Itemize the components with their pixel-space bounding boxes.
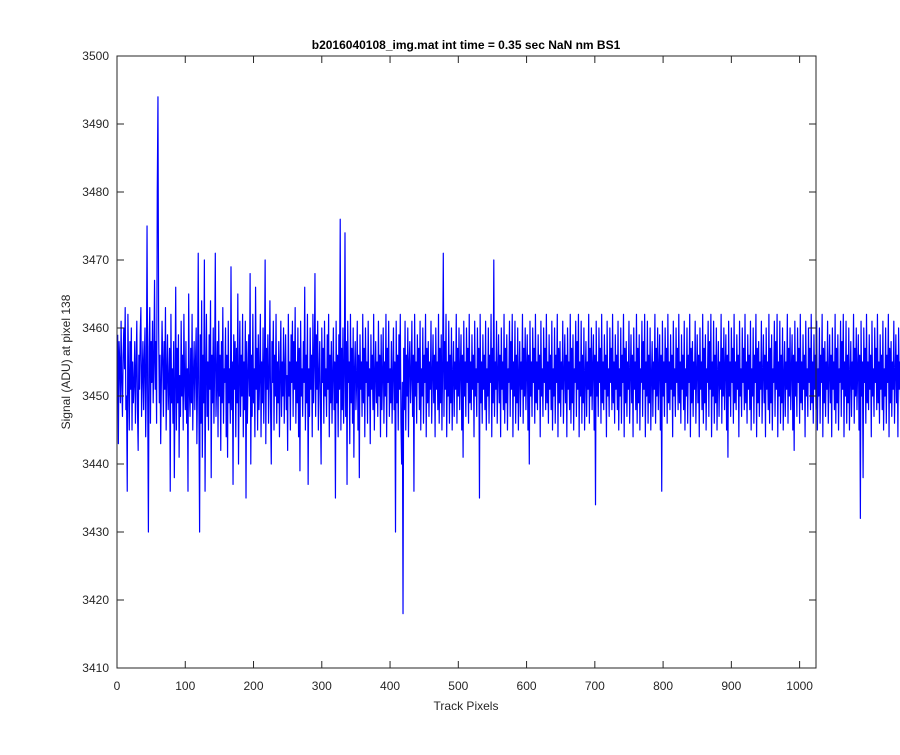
series-line-1 — [117, 96, 900, 615]
chart-title: b2016040108_img.mat int time = 0.35 sec … — [312, 38, 621, 52]
x-tick-label: 300 — [312, 679, 332, 693]
y-tick-label: 3410 — [82, 661, 109, 675]
x-tick-label: 500 — [448, 679, 468, 693]
x-tick-label: 400 — [380, 679, 400, 693]
y-tick-label: 3420 — [82, 593, 109, 607]
y-tick-label: 3500 — [82, 49, 109, 63]
y-tick-label: 3480 — [82, 185, 109, 199]
y-tick-label: 3440 — [82, 457, 109, 471]
y-tick-label: 3470 — [82, 253, 109, 267]
x-tick-label: 0 — [114, 679, 121, 693]
plot-frame — [116, 55, 817, 669]
x-tick-label: 100 — [175, 679, 195, 693]
x-axis-label: Track Pixels — [434, 699, 499, 713]
y-tick-label: 3430 — [82, 525, 109, 539]
y-tick-label: 3490 — [82, 117, 109, 131]
x-tick-label: 700 — [585, 679, 605, 693]
y-tick-label: 3450 — [82, 389, 109, 403]
y-tick-label: 3460 — [82, 321, 109, 335]
x-tick-label: 200 — [244, 679, 264, 693]
x-tick-label: 900 — [721, 679, 741, 693]
x-tick-label: 1000 — [786, 679, 813, 693]
x-tick-label: 600 — [517, 679, 537, 693]
x-tick-label: 800 — [653, 679, 673, 693]
y-axis-label: Signal (ADU) at pixel 138 — [59, 294, 73, 429]
